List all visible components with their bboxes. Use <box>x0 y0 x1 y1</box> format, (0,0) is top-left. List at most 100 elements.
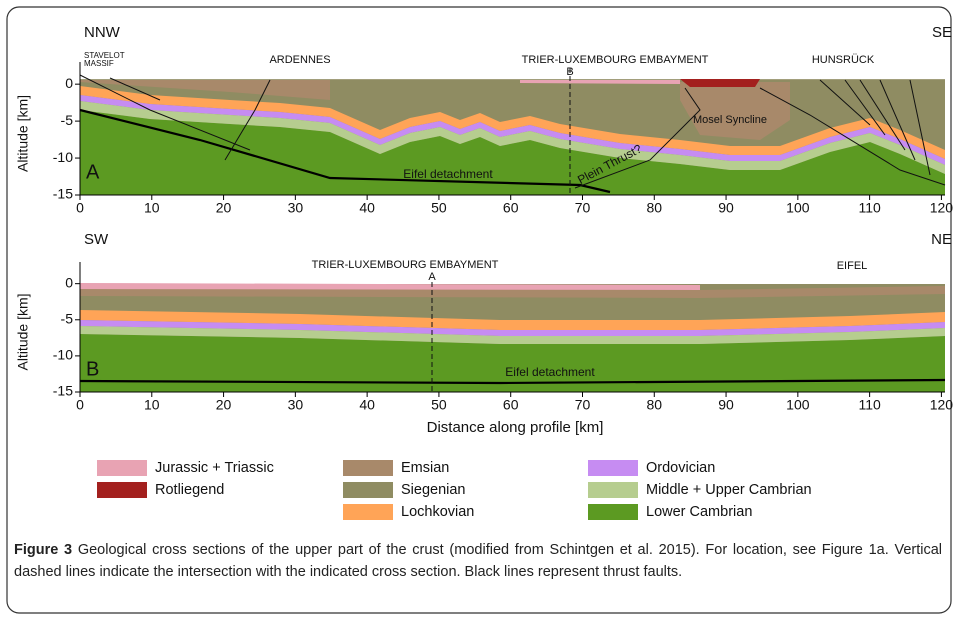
fault <box>79 74 251 151</box>
lochkovian <box>80 310 945 330</box>
x-tick-label: 50 <box>431 200 447 216</box>
annotation: HUNSRÜCK <box>812 54 875 66</box>
legend-label: Middle + Upper Cambrian <box>646 482 812 498</box>
fault <box>859 79 906 151</box>
fault <box>759 87 946 186</box>
legend-label: Emsian <box>401 460 449 476</box>
cambrian <box>80 101 945 174</box>
x-axis-label: Distance along profile [km] <box>427 419 604 436</box>
y-tick-label: -5 <box>61 112 74 128</box>
x-tick-label: 100 <box>786 397 810 413</box>
x-tick-label: 80 <box>646 200 662 216</box>
x-tick-label: 10 <box>144 397 160 413</box>
x-tick-label: 60 <box>503 397 519 413</box>
legend-swatch <box>588 482 638 498</box>
x-tick-label: 20 <box>216 397 232 413</box>
y-tick-label: -15 <box>53 383 73 399</box>
jurassic <box>520 80 680 84</box>
x-tick-label: 90 <box>718 200 734 216</box>
legend-label: Jurassic + Triassic <box>155 460 274 476</box>
annotation: EIFEL <box>837 260 868 272</box>
legend-swatch <box>588 460 638 476</box>
x-tick-label: 110 <box>858 397 881 413</box>
fault <box>109 77 161 101</box>
legend-label: Siegenian <box>401 482 466 498</box>
x-tick-label: 0 <box>76 200 84 216</box>
legend-swatch <box>343 504 393 520</box>
fault <box>574 87 701 189</box>
region-label: STAVELOT <box>84 51 125 60</box>
legend-swatch <box>343 460 393 476</box>
ordovician <box>80 320 945 336</box>
x-tick-label: 80 <box>646 397 662 413</box>
x-tick-label: 100 <box>786 200 810 216</box>
x-tick-label: 10 <box>144 200 160 216</box>
region-label: MASSIF <box>84 59 114 68</box>
x-tick-label: 50 <box>431 397 447 413</box>
annotation: Eifel detachment <box>505 365 595 379</box>
lochkovian <box>80 86 945 159</box>
fault <box>224 79 271 161</box>
annotation: A <box>428 271 436 283</box>
caption-label: Figure 3 <box>14 542 73 558</box>
caption-text: Geological cross sections of the upper p… <box>14 542 942 580</box>
x-tick-label: 120 <box>930 397 954 413</box>
panel-label: A <box>86 161 100 183</box>
legend-label: Lower Cambrian <box>646 504 752 520</box>
ordovician <box>80 95 945 165</box>
y-tick-label: 0 <box>65 75 73 91</box>
x-tick-label: 60 <box>503 200 519 216</box>
legend-swatch <box>588 504 638 520</box>
x-tick-label: 70 <box>575 200 591 216</box>
x-tick-label: 30 <box>288 200 304 216</box>
direction: NNW <box>84 24 121 41</box>
x-tick-label: 30 <box>288 397 304 413</box>
annotation: ARDENNES <box>269 54 330 66</box>
cross-section <box>79 282 946 392</box>
lower-cambrian <box>80 110 945 195</box>
x-tick-label: 90 <box>718 397 734 413</box>
x-tick-label: 40 <box>359 397 375 413</box>
rotliegend <box>680 79 760 87</box>
fault <box>909 79 931 176</box>
direction: NE <box>931 231 952 248</box>
legend-swatch <box>97 460 147 476</box>
legend-label: Lochkovian <box>401 504 474 520</box>
legend-swatch <box>97 482 147 498</box>
y-tick-label: -15 <box>53 186 73 202</box>
y-tick-label: -10 <box>53 347 73 363</box>
jurassic <box>80 283 700 290</box>
direction: SE <box>932 24 952 41</box>
y-tick-label: -10 <box>53 149 73 165</box>
fault <box>879 79 916 161</box>
x-tick-label: 110 <box>858 200 881 216</box>
annotation: TRIER-LUXEMBOURG EMBAYMENT <box>522 54 709 66</box>
panel-label: B <box>86 358 99 380</box>
detachment <box>79 108 611 194</box>
fault <box>844 79 886 136</box>
detachment <box>79 378 946 385</box>
legend-label: Ordovician <box>646 460 715 476</box>
frame <box>6 6 952 614</box>
y-axis-label: Altitude [km] <box>15 293 31 370</box>
cross-section <box>79 68 946 195</box>
annotation: Mosel Syncline <box>693 114 767 126</box>
x-tick-label: 40 <box>359 200 375 216</box>
annotation: TRIER-LUXEMBOURG EMBAYMENT <box>312 259 499 271</box>
x-tick-label: 0 <box>76 397 84 413</box>
direction: SW <box>84 231 109 248</box>
x-tick-label: 120 <box>930 200 954 216</box>
y-axis-label: Altitude [km] <box>15 95 31 172</box>
fault <box>819 79 871 126</box>
y-tick-label: -5 <box>61 310 74 326</box>
x-tick-label: 70 <box>575 397 591 413</box>
y-tick-label: 0 <box>65 274 73 290</box>
emsian <box>680 82 790 140</box>
annotation: Eifel detachment <box>403 167 493 181</box>
legend-label: Rotliegend <box>155 482 224 498</box>
x-tick-label: 20 <box>216 200 232 216</box>
lower-cambrian <box>80 334 945 392</box>
cambrian <box>80 326 945 344</box>
